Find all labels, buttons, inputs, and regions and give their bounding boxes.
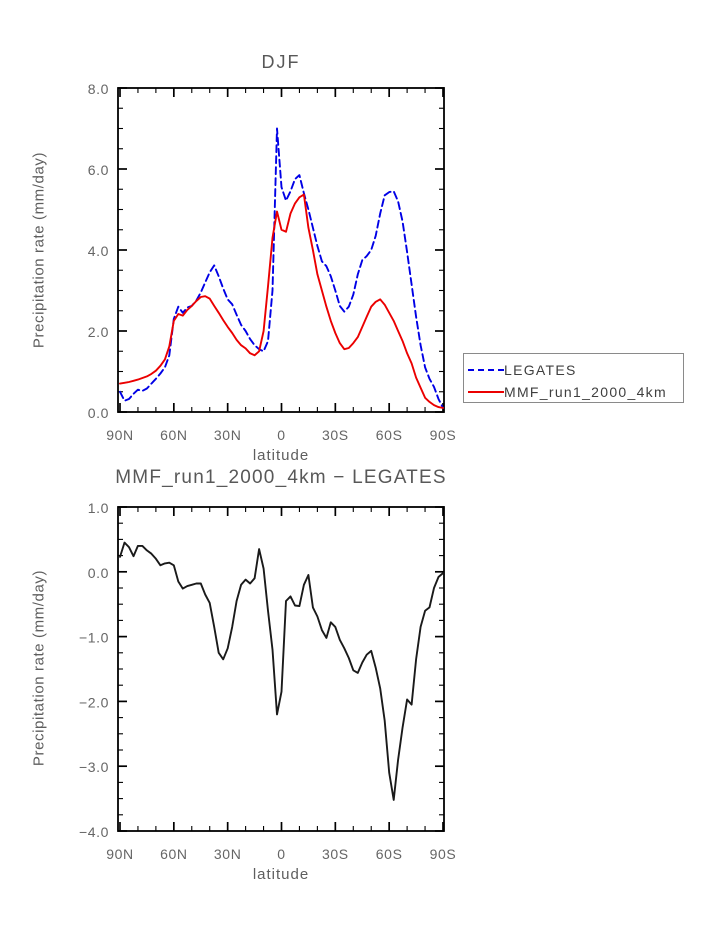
bottom-chart-y-axis-label: Precipitation rate (mm/day) — [30, 569, 48, 767]
x-tick-label: 30N — [214, 846, 241, 862]
y-tick-label: −1.0 — [79, 630, 109, 646]
x-tick-label: 90N — [106, 427, 133, 443]
x-tick-label: 30S — [322, 427, 349, 443]
bottom-chart-x-axis-label: latitude — [252, 866, 310, 883]
series-mmf-run1-2000-4km-legates — [119, 541, 444, 801]
mmf-solid-line-sample — [468, 391, 504, 393]
y-tick-label: 0.0 — [88, 405, 109, 421]
y-tick-label: −2.0 — [79, 694, 109, 710]
legates-dashed-line-sample — [468, 369, 504, 371]
series-legates — [119, 127, 444, 409]
y-tick-label: 6.0 — [88, 162, 109, 178]
x-tick-label: 30S — [322, 846, 349, 862]
top-chart-y-axis-label: Precipitation rate (mm/day) — [30, 151, 48, 349]
x-tick-label: 0 — [277, 846, 285, 862]
x-tick-label: 60N — [160, 846, 187, 862]
bottom-chart: 90N 60N 30N 0 30S 60S 90S 1.0 0.0 −1.0 −2.0 −3.0 −4.… — [79, 500, 456, 862]
legend-entry-legates: LEGATES — [468, 363, 577, 377]
y-tick-label: 8.0 — [88, 81, 109, 97]
y-tick-label: 0.0 — [88, 565, 109, 581]
y-tick-label: −4.0 — [79, 824, 109, 840]
series-mmf-run1-2000-4km — [119, 193, 444, 409]
x-tick-label: 60S — [376, 427, 403, 443]
legend-box: LEGATES MMF_run1_2000_4km — [463, 353, 684, 403]
top-chart-title: DJF — [261, 52, 301, 72]
x-tick-label: 90S — [430, 427, 457, 443]
y-tick-label: 2.0 — [88, 324, 109, 340]
top-chart: 90N 60N 30N 0 30S 60S 90S 8.0 6.0 4.0 2.0 0.0 — [88, 81, 457, 443]
x-tick-label: 0 — [277, 427, 285, 443]
top-chart-x-axis-label: latitude — [252, 447, 310, 464]
y-tick-label: −3.0 — [79, 759, 109, 775]
legend-label-mmf: MMF_run1_2000_4km — [504, 384, 667, 400]
x-tick-label: 60S — [376, 846, 403, 862]
x-tick-label: 60N — [160, 427, 187, 443]
x-tick-label: 30N — [214, 427, 241, 443]
y-tick-label: 1.0 — [88, 500, 109, 516]
legend-entry-mmf: MMF_run1_2000_4km — [468, 385, 667, 399]
x-tick-label: 90S — [430, 846, 457, 862]
x-tick-label: 90N — [106, 846, 133, 862]
bottom-chart-title: MMF_run1_2000_4km − LEGATES — [115, 467, 447, 488]
y-tick-label: 4.0 — [88, 243, 109, 259]
legend-label-legates: LEGATES — [504, 362, 577, 378]
